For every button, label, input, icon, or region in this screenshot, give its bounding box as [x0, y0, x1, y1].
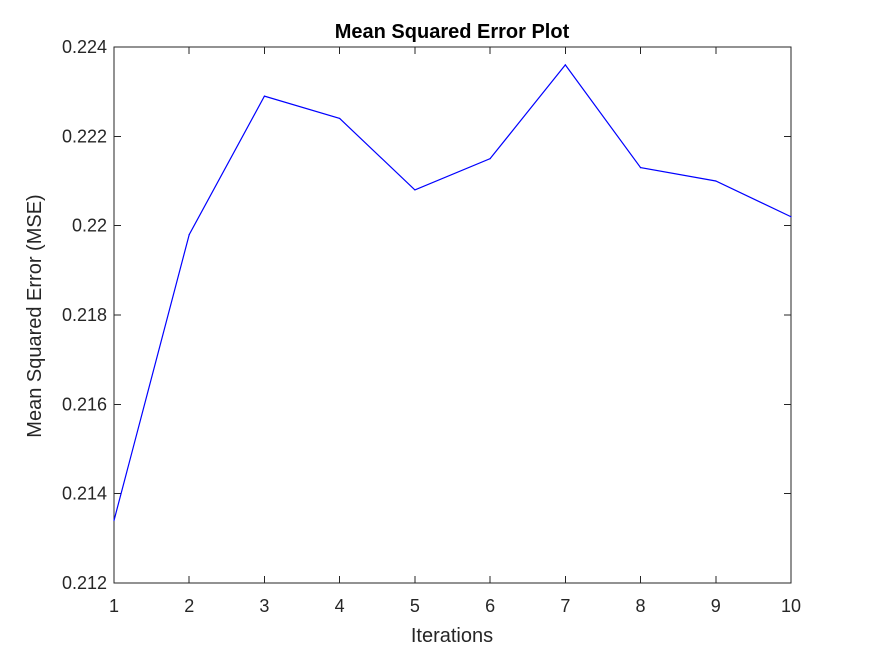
mse-data-point	[790, 216, 792, 218]
mse-data-point	[339, 117, 341, 120]
y-axis-label: Mean Squared Error (MSE)	[24, 194, 46, 437]
y-tick-label: 0.214	[62, 484, 107, 504]
x-tick-labels: 1 2 3 4 5 6 7 8 9 10	[109, 596, 801, 616]
x-axis-label: Iterations	[411, 625, 493, 647]
y-tick-label: 0.212	[62, 573, 107, 593]
y-tick-label: 0.222	[62, 126, 107, 146]
mse-data-point	[489, 158, 491, 160]
mse-data-point	[263, 95, 266, 97]
mse-data-point	[113, 519, 115, 522]
mse-data-point	[715, 180, 717, 182]
series-group	[113, 63, 792, 522]
mse-data-point	[414, 189, 416, 191]
x-tick-label: 8	[636, 596, 646, 616]
y-tick-label: 0.22	[72, 216, 107, 236]
x-tick-label: 1	[109, 596, 119, 616]
x-tick-label: 2	[184, 596, 194, 616]
axes-frame	[113, 46, 792, 584]
mse-data-point	[564, 64, 566, 66]
x-tick-label: 7	[560, 596, 570, 616]
y-tick-label: 0.224	[62, 37, 107, 57]
axes-box	[113, 46, 792, 584]
x-tick-label: 4	[335, 596, 345, 616]
y-tick-marks	[114, 46, 791, 584]
mse-data-point	[639, 167, 642, 169]
mse-series-line	[113, 63, 792, 521]
chart-title: Mean Squared Error Plot	[335, 21, 570, 43]
x-tick-label: 10	[781, 596, 801, 616]
x-tick-label: 3	[259, 596, 269, 616]
y-tick-labels: 0.212 0.214 0.216 0.218 0.22 0.222 0.224	[62, 37, 107, 593]
x-tick-label: 9	[711, 596, 721, 616]
x-tick-label: 5	[410, 596, 420, 616]
y-tick-label: 0.218	[62, 305, 107, 325]
y-tick-label: 0.216	[62, 394, 107, 414]
x-tick-marks	[113, 47, 792, 583]
x-tick-label: 6	[485, 596, 495, 616]
mse-data-point	[188, 234, 190, 236]
